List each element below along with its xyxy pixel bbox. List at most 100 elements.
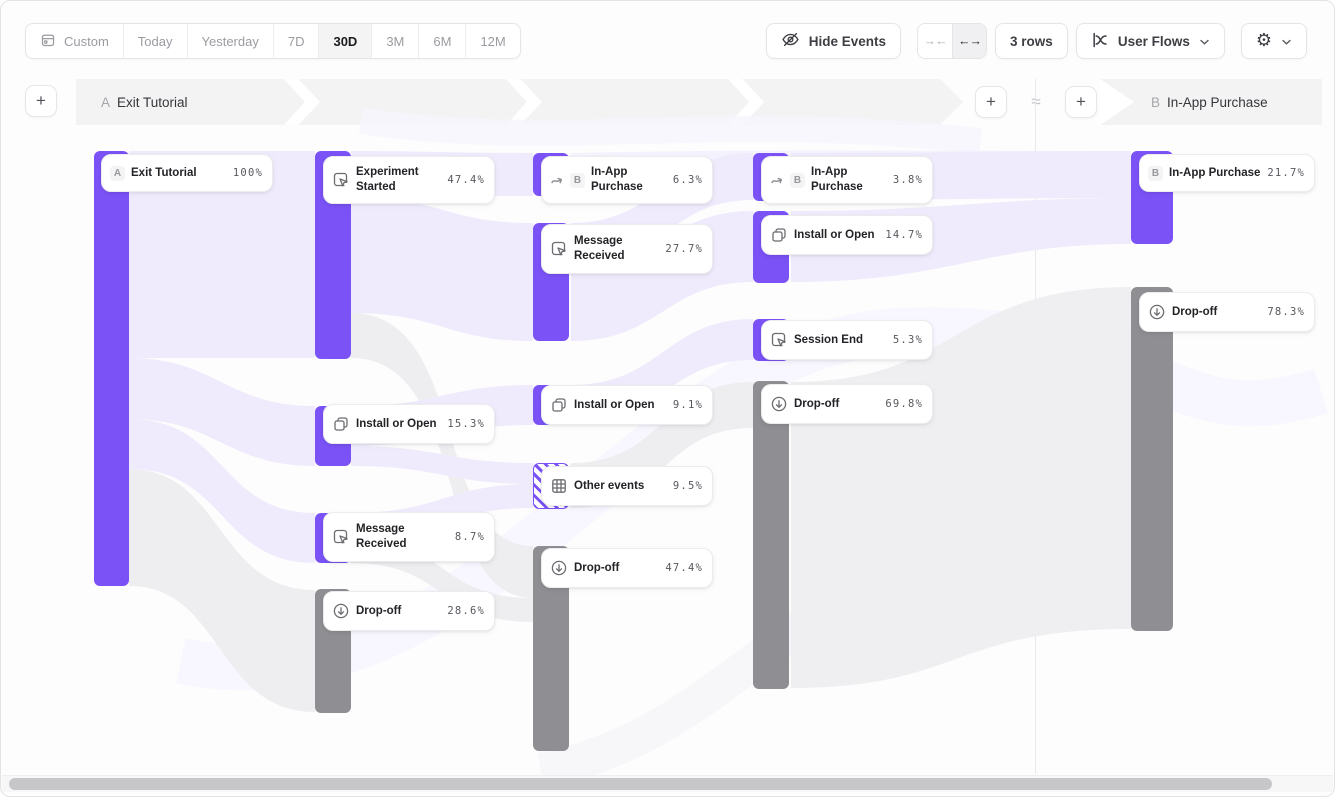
date-range-label: Yesterday xyxy=(201,33,259,49)
arrow-down-circle-icon xyxy=(332,602,350,620)
node-label: Session End xyxy=(794,333,864,346)
date-range-7d[interactable]: 7D xyxy=(272,24,319,58)
node-value: 47.4% xyxy=(447,174,485,186)
node-value: 27.7% xyxy=(665,243,703,255)
cursor-click-icon xyxy=(770,331,788,349)
settings-dropdown[interactable]: ⚙ xyxy=(1240,23,1307,59)
arrow-down-circle-icon xyxy=(1148,303,1166,321)
expand-columns-button[interactable]: ←→ xyxy=(952,24,987,58)
eye-off-icon xyxy=(781,30,800,52)
date-range-yesterday[interactable]: Yesterday xyxy=(186,24,273,58)
date-range-6m[interactable]: 6M xyxy=(418,24,465,58)
chevron-down-icon xyxy=(1199,34,1210,49)
arrow-down-circle-icon xyxy=(550,559,568,577)
node-value: 9.1% xyxy=(672,399,703,411)
flow-node-card-experiment-started[interactable]: Experiment Started 47.4% xyxy=(323,156,495,204)
cursor-click-icon xyxy=(550,240,568,258)
section-b-title: In-App Purchase xyxy=(1167,94,1268,110)
node-value: 47.4% xyxy=(665,562,703,574)
node-value: 28.6% xyxy=(447,605,485,617)
jump-arrow-icon xyxy=(550,173,564,187)
grid-icon xyxy=(550,477,568,495)
view-type-dropdown[interactable]: User Flows xyxy=(1075,23,1225,59)
flow-node-card-session-end[interactable]: Session End 5.3% xyxy=(761,320,933,360)
date-range-label: 7D xyxy=(287,33,305,49)
flow-node-card-drop-off[interactable]: Drop-off 69.8% xyxy=(761,384,933,424)
section-b-badge: B xyxy=(1151,94,1161,110)
date-range-custom[interactable]: Custom xyxy=(26,24,123,58)
flow-node-card-in-app-purchase[interactable]: B In-App Purchase 21.7% xyxy=(1139,154,1315,192)
arrow-down-circle-icon xyxy=(770,395,788,413)
add-step-left-button[interactable]: + xyxy=(25,85,57,117)
section-connector-symbol: ≈ xyxy=(1031,92,1041,111)
flow-node-card-drop-off[interactable]: Drop-off 28.6% xyxy=(323,591,495,631)
flow-node-card-drop-off[interactable]: Drop-off 47.4% xyxy=(541,548,713,588)
node-badge: B xyxy=(570,172,585,188)
flow-node-card-other-events[interactable]: Other events 9.5% xyxy=(541,466,713,506)
date-range-label: Custom xyxy=(64,33,109,49)
date-range-label: Today xyxy=(137,33,173,49)
add-step-a-button[interactable]: + xyxy=(975,86,1007,118)
horizontal-scrollbar-thumb[interactable] xyxy=(9,778,1272,790)
node-label: Install or Open xyxy=(356,417,437,430)
hide-events-button[interactable]: Hide Events xyxy=(765,23,902,59)
date-range-today[interactable]: Today xyxy=(122,24,187,58)
node-label: Exit Tutorial xyxy=(131,166,197,179)
flow-node-card-drop-off[interactable]: Drop-off 78.3% xyxy=(1139,292,1315,332)
node-value: 78.3% xyxy=(1267,306,1305,318)
flow-node-card-message-received[interactable]: Message Received 8.7% xyxy=(323,512,495,562)
node-value: 21.7% xyxy=(1267,167,1305,179)
flow-node-card-in-app-purchase[interactable]: B In-App Purchase 3.8% xyxy=(761,156,933,204)
section-b-band[interactable]: B In-App Purchase xyxy=(1100,79,1322,125)
node-value: 5.3% xyxy=(892,334,923,346)
add-step-b-button[interactable]: + xyxy=(1065,86,1097,118)
node-value: 100% xyxy=(232,167,263,179)
flow-node-card-install-or-open[interactable]: Install or Open 14.7% xyxy=(761,215,933,255)
flow-node-bar-drop-off[interactable] xyxy=(753,381,789,689)
user-flows-chart-icon xyxy=(1091,31,1109,52)
hide-events-label: Hide Events xyxy=(808,33,887,49)
flow-node-card-install-or-open[interactable]: Install or Open 9.1% xyxy=(541,385,713,425)
node-label: In-App Purchase xyxy=(591,166,643,193)
node-label: Install or Open xyxy=(574,398,655,411)
node-label: Message Received xyxy=(356,523,407,550)
collapse-expand-segmented: →← ←→ xyxy=(917,23,988,59)
node-value: 15.3% xyxy=(447,418,485,430)
date-range-30d[interactable]: 30D xyxy=(318,24,372,58)
flow-node-card-in-app-purchase[interactable]: B In-App Purchase 6.3% xyxy=(541,156,713,204)
horizontal-scrollbar-track[interactable] xyxy=(2,775,1333,792)
date-range-label: 12M xyxy=(480,33,506,49)
flow-node-card-exit-tutorial[interactable]: A Exit Tutorial 100% xyxy=(101,154,273,192)
toolbar: Custom Today Yesterday 7D 30D 3M 6M 12M Hide Ev… xyxy=(1,1,1334,79)
date-range-label: 6M xyxy=(433,33,452,49)
node-value: 8.7% xyxy=(454,531,485,543)
node-badge: B xyxy=(1148,165,1163,181)
cursor-click-icon xyxy=(332,171,350,189)
flow-node-bar-exit-tutorial[interactable] xyxy=(94,151,129,586)
flow-node-bar-drop-off[interactable] xyxy=(1131,287,1173,631)
node-label: Drop-off xyxy=(794,397,840,410)
node-value: 3.8% xyxy=(892,174,923,186)
rows-button[interactable]: 3 rows xyxy=(995,23,1068,59)
rows-label: 3 rows xyxy=(1010,33,1053,49)
node-label: Drop-off xyxy=(1172,305,1218,318)
date-range-label: 30D xyxy=(333,33,358,49)
node-value: 69.8% xyxy=(885,398,923,410)
chevron-down-icon xyxy=(1281,34,1292,49)
node-label: Other events xyxy=(574,479,645,492)
flow-node-card-install-or-open[interactable]: Install or Open 15.3% xyxy=(323,404,495,444)
flow-node-card-message-received[interactable]: Message Received 27.7% xyxy=(541,224,713,274)
date-range-12m[interactable]: 12M xyxy=(465,24,519,58)
node-label: Message Received xyxy=(574,235,625,262)
date-range-group: Custom Today Yesterday 7D 30D 3M 6M 12M xyxy=(25,23,521,59)
gear-icon: ⚙ xyxy=(1255,30,1272,51)
node-label: In-App Purchase xyxy=(811,166,863,193)
node-value: 6.3% xyxy=(672,174,703,186)
collapse-columns-button[interactable]: →← xyxy=(923,34,948,48)
date-range-3m[interactable]: 3M xyxy=(371,24,418,58)
section-a-badge: A xyxy=(101,94,111,110)
node-value: 9.5% xyxy=(672,480,703,492)
node-label: In-App Purchase xyxy=(1169,166,1261,179)
